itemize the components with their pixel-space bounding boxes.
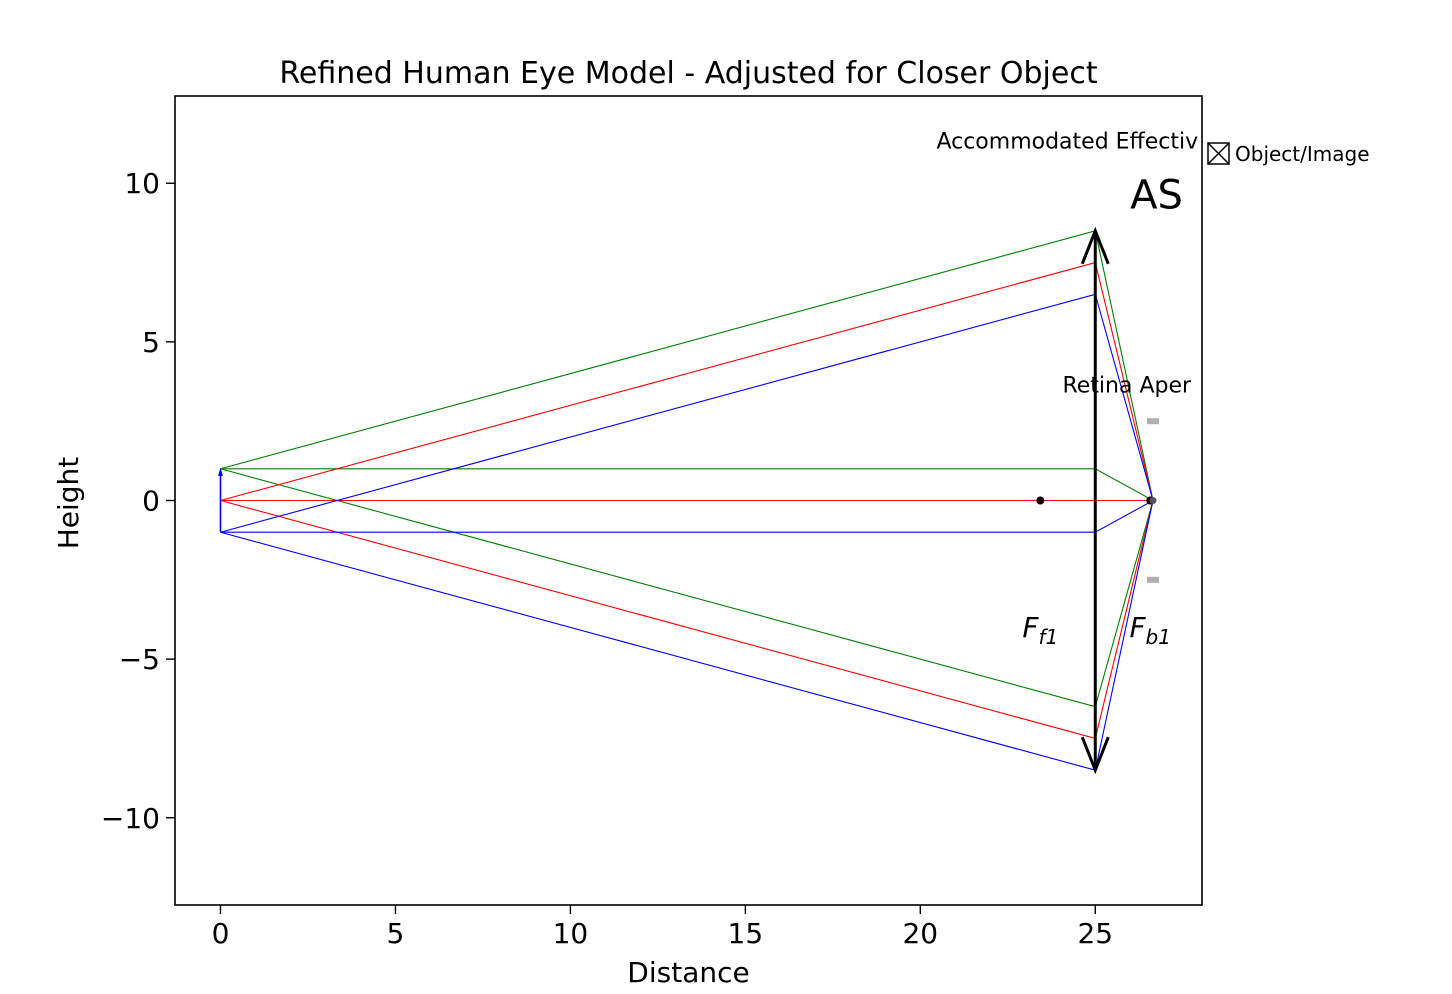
y-tick-label--10: −10	[101, 802, 160, 835]
annotation-retina-aperture: Retina Aper	[1062, 374, 1192, 399]
object-layer	[217, 467, 223, 533]
focal-label-b1: Fb1	[1129, 611, 1171, 649]
y-axis-label: Height	[52, 457, 85, 550]
object-arrow-head	[217, 467, 223, 476]
x-axis: 0 5 10 15 20 25	[212, 905, 1113, 950]
y-tick-label-5: 5	[142, 326, 160, 359]
x-tick-label-10: 10	[553, 917, 589, 950]
retina-point	[1149, 497, 1157, 504]
lens-layer	[1080, 226, 1110, 775]
aperture-stop-label: AS	[1130, 173, 1183, 219]
ray-8	[220, 500, 1154, 771]
plot-area	[217, 226, 1160, 775]
ray-6	[220, 293, 1154, 533]
x-tick-label-20: 20	[902, 917, 938, 950]
x-tick-label-25: 25	[1077, 917, 1113, 950]
rays-layer	[220, 230, 1154, 771]
y-tick-label--5: −5	[119, 643, 160, 676]
ray-1	[220, 468, 1154, 501]
ray-0	[220, 230, 1154, 501]
marks-layer	[1036, 418, 1160, 583]
ray-5	[220, 499, 1154, 740]
focal-labels: Ff1 Fb1	[1022, 611, 1171, 649]
legend-marker-diag-2	[1207, 142, 1230, 165]
x-tick-label-5: 5	[387, 917, 405, 950]
focal-label-f1: Ff1	[1022, 611, 1058, 649]
y-axis: −10 −5 0 5 10	[101, 167, 175, 835]
aperture-mark-0	[1147, 418, 1160, 425]
lens-arrowhead-bottom	[1080, 736, 1110, 775]
focal-point-f1	[1036, 496, 1045, 505]
x-axis-label: Distance	[627, 956, 749, 989]
labels-layer: Accommodated Effectiv Retina Aper AS Ff1…	[936, 129, 1198, 649]
x-tick-label-15: 15	[728, 917, 764, 950]
chart-title: Refined Human Eye Model - Adjusted for C…	[279, 56, 1097, 91]
y-tick-label-10: 10	[124, 167, 160, 200]
ray-3	[220, 261, 1154, 502]
annotation-accommodated: Accommodated Effectiv	[936, 129, 1198, 154]
legend: Object/Image	[1207, 142, 1370, 166]
lens-arrowhead-top	[1080, 226, 1110, 265]
x-tick-label-0: 0	[212, 917, 230, 950]
y-tick-label-0: 0	[142, 485, 160, 518]
aperture-mark-1	[1147, 576, 1160, 583]
legend-marker-box	[1207, 142, 1230, 165]
ray-7	[220, 500, 1154, 533]
ray-2	[220, 468, 1154, 708]
legend-entry-object-image: Object/Image	[1235, 142, 1370, 166]
